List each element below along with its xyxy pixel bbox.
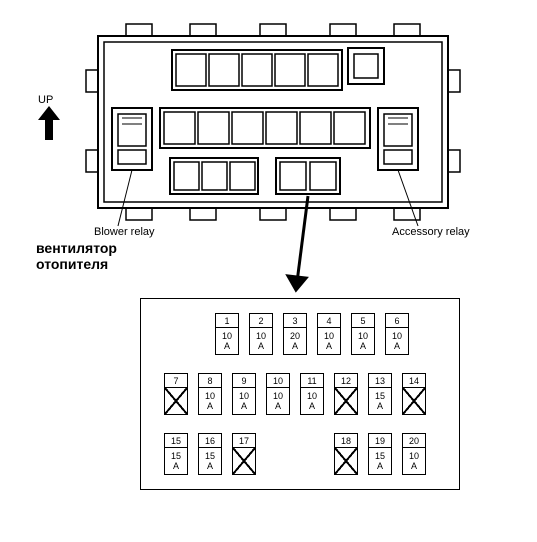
- fuse-14: 14: [402, 373, 426, 415]
- fuse-rating: [233, 448, 255, 474]
- fuse-rating: 15A: [165, 448, 187, 474]
- fuse-1: 110A: [215, 313, 239, 355]
- fuse-detail-box: 110A210A320A410A510A610A7810A910A1010A11…: [140, 298, 460, 490]
- fuse-rating: 10A: [250, 328, 272, 354]
- fuse-number: 8: [199, 374, 221, 388]
- fuse-rating: 15A: [199, 448, 221, 474]
- fuse-rating: [165, 388, 187, 414]
- fuse-number: 12: [335, 374, 357, 388]
- fuse-3: 320A: [283, 313, 307, 355]
- fuse-15: 1515A: [164, 433, 188, 475]
- fuse-5: 510A: [351, 313, 375, 355]
- fuse-rating: 10A: [352, 328, 374, 354]
- fuse-9: 910A: [232, 373, 256, 415]
- fuse-number: 15: [165, 434, 187, 448]
- fuse-10: 1010A: [266, 373, 290, 415]
- fuse-18: 18: [334, 433, 358, 475]
- fuse-11: 1110A: [300, 373, 324, 415]
- fuse-number: 4: [318, 314, 340, 328]
- fuse-rating: 10A: [403, 448, 425, 474]
- fuse-number: 7: [165, 374, 187, 388]
- fuse-rating: 10A: [267, 388, 289, 414]
- fuse-rating: 10A: [233, 388, 255, 414]
- fuse-number: 2: [250, 314, 272, 328]
- fuse-rating: 15A: [369, 388, 391, 414]
- fuse-rating: [335, 448, 357, 474]
- fuse-number: 20: [403, 434, 425, 448]
- fuse-number: 14: [403, 374, 425, 388]
- fuse-rating: 10A: [301, 388, 323, 414]
- fuse-number: 9: [233, 374, 255, 388]
- accessory-relay-label: Accessory relay: [392, 226, 470, 238]
- fuse-rating: 10A: [318, 328, 340, 354]
- fuse-number: 11: [301, 374, 323, 388]
- fuse-number: 1: [216, 314, 238, 328]
- fuse-number: 13: [369, 374, 391, 388]
- fuse-number: 18: [335, 434, 357, 448]
- fuse-6: 610A: [385, 313, 409, 355]
- fuse-number: 6: [386, 314, 408, 328]
- fuse-number: 16: [199, 434, 221, 448]
- fuse-rating: 10A: [216, 328, 238, 354]
- fuse-number: 19: [369, 434, 391, 448]
- blower-relay-ru2: отопителя: [36, 256, 108, 272]
- blower-relay-label: Blower relay: [94, 226, 155, 238]
- fuse-rating: [335, 388, 357, 414]
- fuse-number: 5: [352, 314, 374, 328]
- fuse-rating: 15A: [369, 448, 391, 474]
- fuse-rating: [403, 388, 425, 414]
- fuse-7: 7: [164, 373, 188, 415]
- fuse-16: 1615A: [198, 433, 222, 475]
- fuse-19: 1915A: [368, 433, 392, 475]
- fuse-13: 1315A: [368, 373, 392, 415]
- fuse-rating: 10A: [199, 388, 221, 414]
- fuse-12: 12: [334, 373, 358, 415]
- fuse-number: 17: [233, 434, 255, 448]
- blower-relay-ru1: вентилятор: [36, 240, 117, 256]
- fuse-rating: 10A: [386, 328, 408, 354]
- fuse-17: 17: [232, 433, 256, 475]
- fuse-number: 10: [267, 374, 289, 388]
- fuse-4: 410A: [317, 313, 341, 355]
- fuse-8: 810A: [198, 373, 222, 415]
- fuse-2: 210A: [249, 313, 273, 355]
- fuse-20: 2010A: [402, 433, 426, 475]
- fuse-number: 3: [284, 314, 306, 328]
- fuse-rating: 20A: [284, 328, 306, 354]
